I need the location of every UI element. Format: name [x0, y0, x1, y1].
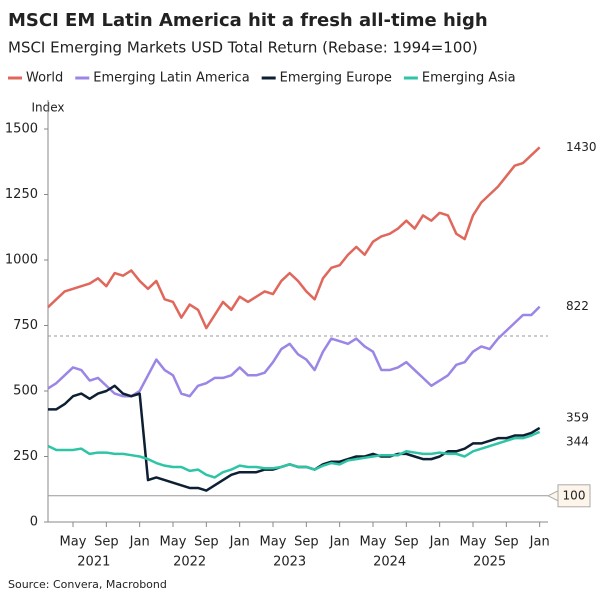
reference-label-pointer [546, 489, 559, 502]
x-tick-label: Jan [529, 535, 550, 550]
x-tick-label: Jan [329, 535, 350, 550]
legend-label: Emerging Europe [280, 71, 392, 86]
x-tick-label: May [460, 535, 487, 550]
x-year-label: 2021 [77, 555, 110, 570]
x-tick-label: Jan [129, 535, 150, 550]
legend-label: Emerging Asia [422, 71, 516, 86]
x-year-label: 2024 [373, 555, 406, 570]
x-year-label: 2022 [173, 555, 206, 570]
y-tick-label: 500 [13, 384, 38, 399]
x-year-label: 2023 [273, 555, 306, 570]
y-tick-label: 1250 [5, 187, 38, 202]
legend-label: Emerging Latin America [93, 71, 249, 86]
chart-title: MSCI EM Latin America hit a fresh all-ti… [8, 10, 488, 31]
source: Source: Convera, Macrobond [8, 578, 167, 591]
x-tick-label: Sep [494, 535, 519, 550]
end-label: 344 [566, 434, 589, 448]
y-tick-label: 1500 [5, 122, 38, 137]
chart-subtitle: MSCI Emerging Markets USD Total Return (… [8, 39, 478, 57]
x-tick-label: Jan [229, 535, 250, 550]
x-tick-label: May [160, 535, 187, 550]
legend-label: World [26, 71, 63, 86]
x-tick-label: Sep [194, 535, 219, 550]
end-label: 822 [566, 299, 589, 313]
x-tick-label: May [260, 535, 287, 550]
end-label: 1430 [566, 140, 597, 154]
series-line [47, 146, 541, 330]
series-line [47, 430, 541, 479]
series-line [48, 384, 541, 492]
y-tick-label: 250 [13, 449, 38, 464]
y-tick-label: 0 [30, 515, 38, 530]
series-line [47, 305, 541, 398]
x-tick-label: May [60, 535, 87, 550]
x-tick-label: Sep [94, 535, 119, 550]
y-tick-label: 1000 [5, 253, 38, 268]
reference-label: 100 [563, 488, 586, 502]
x-tick-label: Jan [429, 535, 450, 550]
end-label: 359 [566, 410, 589, 424]
x-tick-label: Sep [394, 535, 419, 550]
x-tick-label: May [360, 535, 387, 550]
y-tick-label: 750 [13, 318, 38, 333]
x-year-label: 2025 [473, 555, 506, 570]
x-tick-label: Sep [294, 535, 319, 550]
